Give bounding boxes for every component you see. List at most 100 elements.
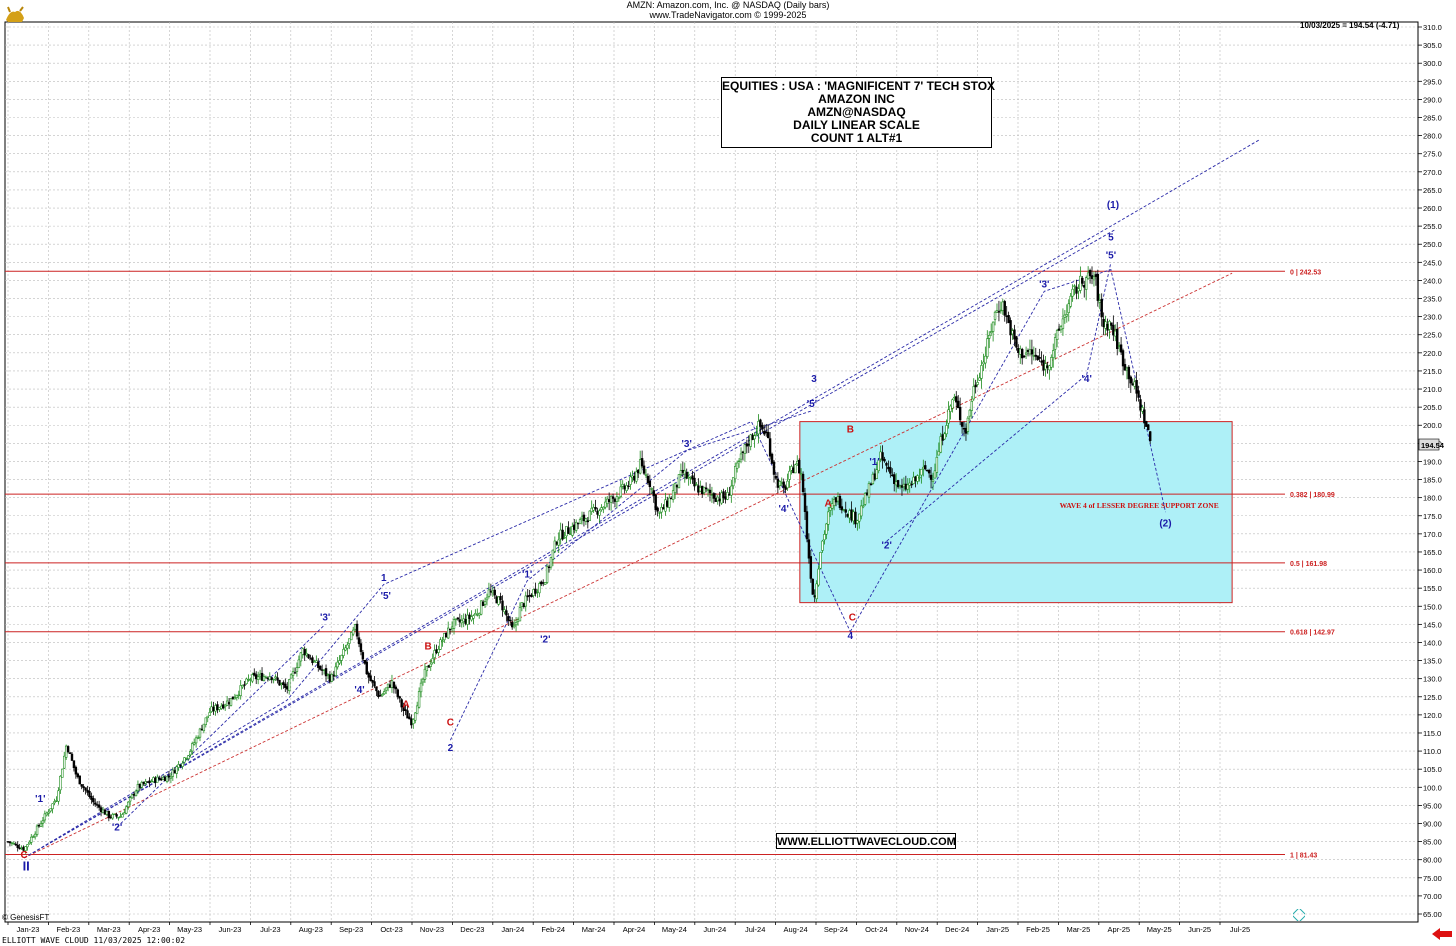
- candle-body: [396, 689, 399, 698]
- y-tick-label: 160.0: [1423, 566, 1442, 575]
- candle-body: [340, 654, 343, 661]
- candle-body: [873, 473, 877, 480]
- candle-body: [262, 676, 266, 681]
- candle-body: [43, 813, 47, 821]
- candle-body: [1121, 350, 1125, 367]
- candle-body: [689, 477, 692, 479]
- candle-body: [284, 683, 287, 688]
- candle-body: [410, 718, 413, 726]
- candle-body: [662, 507, 665, 510]
- candle-body: [128, 797, 132, 802]
- candle-body: [1088, 270, 1092, 276]
- candle-body: [786, 480, 789, 489]
- candle-body: [732, 477, 735, 487]
- axis-marker-icon: [1291, 907, 1307, 923]
- candle-body: [276, 677, 279, 681]
- candle-body: [330, 674, 334, 682]
- candle-body: [45, 812, 48, 816]
- candle-body: [328, 674, 332, 682]
- candle-body: [1084, 277, 1088, 290]
- candle-body: [231, 696, 235, 700]
- candle-body: [1048, 365, 1051, 371]
- candle-body: [138, 783, 142, 788]
- candle-body: [68, 752, 72, 754]
- candle-body: [1137, 390, 1140, 398]
- candle-body: [443, 633, 446, 641]
- candle-body: [305, 653, 308, 656]
- candle-body: [493, 589, 496, 596]
- fib-label: 0.382 | 180.99: [1290, 492, 1335, 499]
- candle-body: [159, 778, 163, 781]
- candle-body: [792, 467, 795, 474]
- candle-body: [194, 737, 198, 744]
- info-line: COUNT 1 ALT#1: [810, 131, 903, 145]
- x-tick-label: Apr-24: [623, 925, 646, 934]
- candle-body: [677, 474, 681, 489]
- candle-body: [130, 794, 134, 799]
- candle-body: [1075, 286, 1078, 294]
- candle-body: [563, 537, 566, 539]
- candle-body: [920, 468, 923, 476]
- candle-body: [871, 473, 875, 484]
- candle-body: [196, 737, 200, 739]
- candle-body: [757, 420, 760, 435]
- candle-body: [319, 665, 322, 670]
- candle-body: [648, 480, 652, 488]
- y-tick-label: 290.0: [1423, 95, 1442, 104]
- candle-body: [621, 483, 624, 487]
- y-tick-label: 75.00: [1423, 874, 1442, 883]
- candle-body: [972, 386, 975, 400]
- candle-body: [565, 525, 568, 537]
- candle-body: [844, 509, 847, 513]
- candle-body: [278, 679, 281, 686]
- candle-body: [842, 509, 845, 511]
- candle-body: [939, 436, 942, 453]
- candle-body: [780, 482, 783, 484]
- candle-body: [1079, 275, 1082, 291]
- y-tick-label: 100.0: [1423, 783, 1442, 792]
- candle-body: [379, 695, 382, 697]
- y-tick-label: 200.0: [1423, 421, 1442, 430]
- y-tick-label: 70.00: [1423, 892, 1442, 901]
- candle-body: [510, 622, 514, 628]
- x-tick-label: Jun-25: [1188, 925, 1211, 934]
- date-axis: Jan-23 Feb-23 Mar-23 Apr-23 May-23 Jun-23 Jul-…: [7, 922, 1250, 934]
- candle-body: [743, 444, 747, 454]
- candle-body: [970, 400, 973, 411]
- candle-body: [1071, 288, 1074, 297]
- candle-body: [675, 484, 679, 488]
- wave-label: B: [425, 642, 432, 653]
- candle-body: [49, 808, 52, 812]
- candle-body: [759, 419, 762, 427]
- candle-body: [514, 622, 518, 626]
- candle-body: [543, 582, 547, 585]
- candle-body: [181, 762, 184, 767]
- candle-body: [1086, 272, 1090, 280]
- candle-body: [1042, 359, 1045, 371]
- candle-body: [850, 509, 853, 521]
- wave-label: C: [447, 718, 454, 729]
- price-axis: 65.00 70.00 75.00 80.00 85.00 90.00 95.00 100.0…: [1417, 22, 1445, 922]
- candle-body: [832, 499, 836, 506]
- candle-body: [720, 492, 723, 504]
- x-tick-label: Feb-24: [541, 925, 565, 934]
- candle-body: [679, 470, 683, 475]
- candle-body: [768, 438, 772, 457]
- candle-body: [173, 770, 176, 774]
- candle-body: [1098, 300, 1101, 303]
- candle-body: [770, 453, 774, 464]
- candle-body: [439, 639, 442, 650]
- candle-body: [1061, 318, 1065, 329]
- candle-body: [57, 790, 60, 802]
- x-tick-label: May-24: [662, 925, 687, 934]
- candle-body: [357, 637, 361, 645]
- x-tick-label: Jun-24: [703, 925, 726, 934]
- candle-body: [177, 764, 180, 768]
- candle-body: [377, 690, 380, 697]
- x-tick-label: Nov-23: [420, 925, 444, 934]
- y-tick-label: 225.0: [1423, 331, 1442, 340]
- candle-body: [902, 483, 906, 488]
- candle-body: [474, 613, 477, 616]
- scroll-left-arrow-icon[interactable]: [1430, 927, 1454, 941]
- candle-body: [154, 777, 157, 783]
